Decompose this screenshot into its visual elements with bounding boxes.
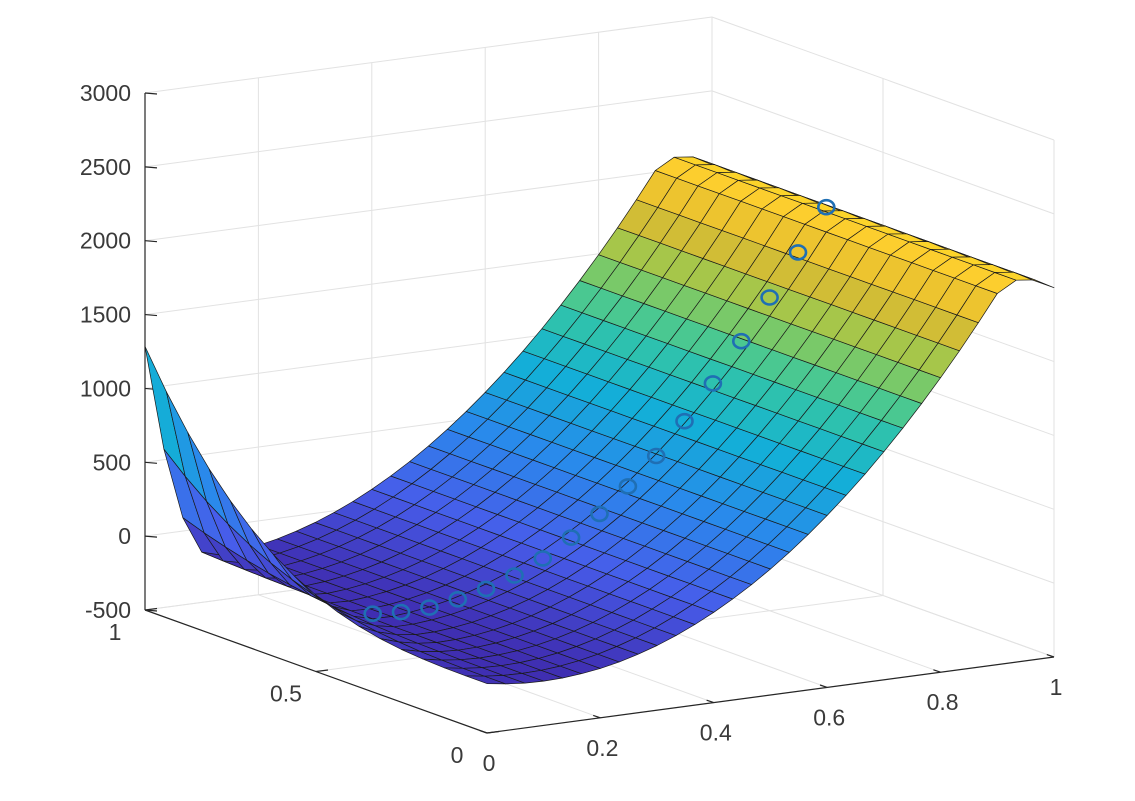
z-tick-mark xyxy=(144,92,158,95)
z-tick-mark xyxy=(144,535,158,538)
x-tick-label: 0.4 xyxy=(700,720,732,746)
data-point-marker xyxy=(731,332,751,350)
data-point-marker xyxy=(448,590,468,608)
data-point-marker xyxy=(788,244,808,261)
z-tick-mark xyxy=(144,166,158,169)
z-tick-label: 2000 xyxy=(80,228,131,254)
label-layer: 00.20.40.60.8100.51-50005001000150020002… xyxy=(80,80,1063,776)
x-tick-mark xyxy=(479,730,488,734)
data-point-marker xyxy=(420,599,439,616)
y-tick-mark xyxy=(486,730,500,734)
grid-line xyxy=(144,90,713,168)
z-tick-mark xyxy=(144,461,158,464)
x-tick-label: 0.2 xyxy=(586,735,618,761)
z-tick-label: 500 xyxy=(93,449,131,475)
z-tick-label: 3000 xyxy=(80,80,131,106)
x-tick-label: 0.6 xyxy=(813,704,845,730)
x-tick-label: 0.8 xyxy=(927,689,959,715)
x-axis-line xyxy=(486,656,1055,734)
data-point-marker xyxy=(590,505,609,523)
data-point-marker xyxy=(703,375,723,392)
data-point-marker xyxy=(363,605,383,623)
data-point-marker xyxy=(816,198,836,216)
x-tick-mark xyxy=(593,714,601,719)
z-tick-mark xyxy=(144,609,158,612)
data-point-marker xyxy=(646,447,666,465)
z-tick-label: 1000 xyxy=(80,375,131,401)
grid-line xyxy=(144,164,713,242)
x-tick-mark xyxy=(933,669,941,673)
z-tick-label: 0 xyxy=(118,523,131,549)
x-tick-label: 1 xyxy=(1050,674,1063,700)
grid-line xyxy=(711,90,1055,215)
surface-layer xyxy=(144,156,1055,685)
x-tick-label: 0 xyxy=(483,750,496,776)
data-point-marker xyxy=(760,289,779,306)
y-tick-label: 0 xyxy=(451,742,464,768)
z-tick-label: 1500 xyxy=(80,302,131,328)
data-point-marker xyxy=(675,412,694,430)
x-tick-mark xyxy=(706,699,714,704)
data-point-marker xyxy=(533,550,553,567)
x-tick-mark xyxy=(1046,654,1055,658)
z-tick-mark xyxy=(144,240,158,243)
data-point-marker xyxy=(391,603,411,621)
surface-patch xyxy=(1013,271,1055,289)
grid-line xyxy=(144,16,713,94)
data-point-marker xyxy=(618,478,638,495)
data-point-marker xyxy=(505,567,524,584)
surface-patch xyxy=(144,346,186,477)
grid-line xyxy=(711,16,1055,141)
z-tick-mark xyxy=(144,313,158,317)
y-tick-label: 1 xyxy=(109,619,122,645)
z-tick-label: 2500 xyxy=(80,154,131,180)
y-tick-label: 0.5 xyxy=(270,681,302,707)
axis-layer xyxy=(144,92,1055,734)
data-point-marker xyxy=(476,580,496,598)
x-tick-mark xyxy=(819,684,828,688)
y-tick-mark xyxy=(315,669,329,673)
z-tick-label: -500 xyxy=(85,597,131,623)
data-point-marker xyxy=(561,529,581,546)
